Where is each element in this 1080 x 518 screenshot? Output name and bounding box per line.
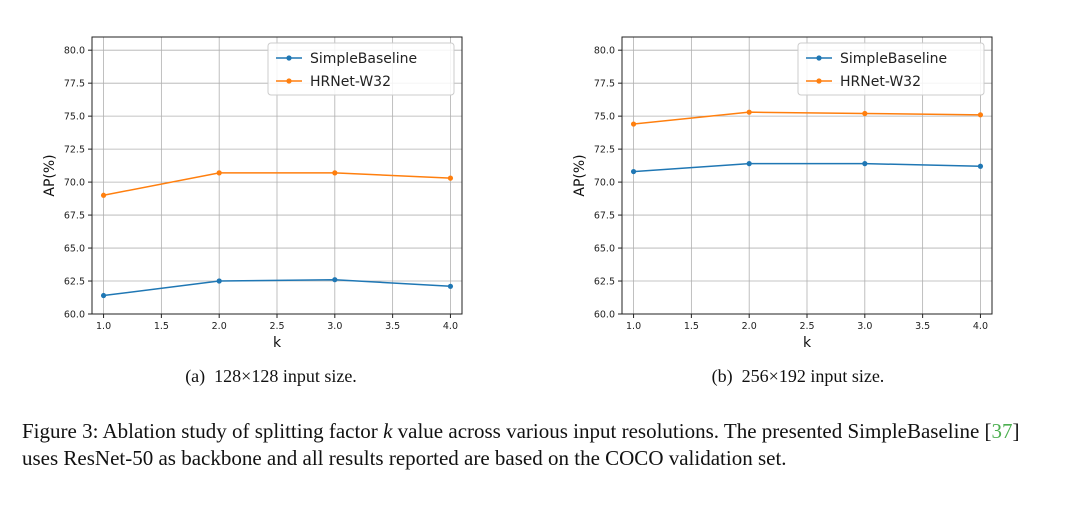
y-tick-label: 70.0 [64,178,85,189]
subcaption-b-label: (b) [711,366,733,386]
legend-label: HRNet-W32 [840,74,921,90]
y-tick-label: 70.0 [594,178,615,189]
series-line [633,162,981,173]
x-axis-label: k [803,335,812,351]
y-tick-label: 65.0 [594,244,615,255]
data-point [630,168,637,175]
legend-label: SimpleBaseline [840,51,947,67]
x-tick-label: 1.0 [96,321,111,332]
y-tick-label: 72.5 [64,145,85,156]
caption-middle: value across various input resolutions. … [392,419,992,443]
x-tick-label: 3.0 [327,321,342,332]
series-line [103,172,451,197]
data-point [746,161,752,167]
data-point [332,170,338,176]
x-tick-label: 2.0 [742,321,757,332]
legend-marker [286,55,292,61]
y-tick-label: 75.0 [594,112,615,123]
x-tick-label: 2.5 [269,321,284,332]
caption-suffix: ] uses ResNet-50 as backbone and all res… [22,419,1020,470]
x-tick-label: 1.0 [626,321,641,332]
y-tick-label: 77.5 [594,79,615,90]
data-point [977,112,984,118]
x-axis-label: k [273,335,282,351]
caption-prefix: Figure 3: Ablation study of splitting fa… [22,419,384,443]
x-tick-label: 2.5 [799,321,814,332]
legend-marker [816,55,822,61]
legend: SimpleBaseline HRNet-W32 [267,42,455,96]
y-axis-label: AP(%) [42,154,58,196]
y-axis-label: AP(%) [572,154,588,196]
series-0 [630,161,984,175]
y-tick-label: 62.5 [64,277,85,288]
data-point [862,161,868,167]
legend: SimpleBaseline HRNet-W32 [797,42,985,96]
caption-variable: k [383,419,393,443]
y-tick-label: 75.0 [64,112,85,123]
data-point [977,163,984,169]
x-tick-label: 1.5 [684,321,699,332]
chart-a: 1.0 1.5 2.0 2.5 3.0 3.5 4.0 60.0 62.5 65.0 67.5 70.… [42,36,463,351]
y-tick-label: 67.5 [594,211,615,222]
y-tick-label: 77.5 [64,79,85,90]
subcaption-b-text: 256×192 input size. [741,366,885,386]
subcaption-a: (a) 128×128 input size. [71,366,471,387]
x-tick-label: 3.5 [385,321,400,332]
x-tick-label: 4.0 [973,321,988,332]
series-0 [100,277,454,299]
y-tick-label: 60.0 [64,310,85,321]
chart-b: 1.0 1.5 2.0 2.5 3.0 3.5 4.0 60.0 62.5 65.0 67.5 70.… [572,36,993,351]
y-tick-label: 80.0 [594,46,615,57]
y-tick-label: 65.0 [64,244,85,255]
citation-link[interactable]: 37 [991,419,1013,443]
y-tick-label: 80.0 [64,46,85,57]
y-tick-label: 62.5 [594,277,615,288]
data-point [216,170,222,176]
series-1 [100,170,454,198]
data-point [447,283,454,289]
y-tick-label: 60.0 [594,310,615,321]
legend-marker [286,78,292,84]
x-tick-label: 4.0 [443,321,458,332]
series-1 [630,109,984,127]
data-point [447,175,454,181]
x-tick-label: 3.0 [857,321,872,332]
x-tick-label: 2.0 [212,321,227,332]
legend-box [267,42,455,96]
y-tick-label: 72.5 [594,145,615,156]
data-point [630,121,637,127]
subcaption-a-label: (a) [185,366,206,386]
data-point [100,292,107,299]
subcaption-b: (b) 256×192 input size. [598,366,998,387]
data-point [746,109,752,115]
legend-box [797,42,985,96]
legend-label: SimpleBaseline [310,51,417,67]
x-tick-label: 3.5 [915,321,930,332]
subcaption-a-text: 128×128 input size. [214,366,357,386]
y-tick-label: 67.5 [64,211,85,222]
data-point [332,277,338,283]
data-point [216,278,222,284]
series-line [633,111,981,125]
legend-marker [816,78,822,84]
legend-label: HRNet-W32 [310,74,391,90]
data-point [862,110,868,117]
series-line [103,278,451,297]
data-point [100,192,107,198]
figure-caption: Figure 3: Ablation study of splitting fa… [22,418,1058,472]
x-tick-label: 1.5 [154,321,169,332]
